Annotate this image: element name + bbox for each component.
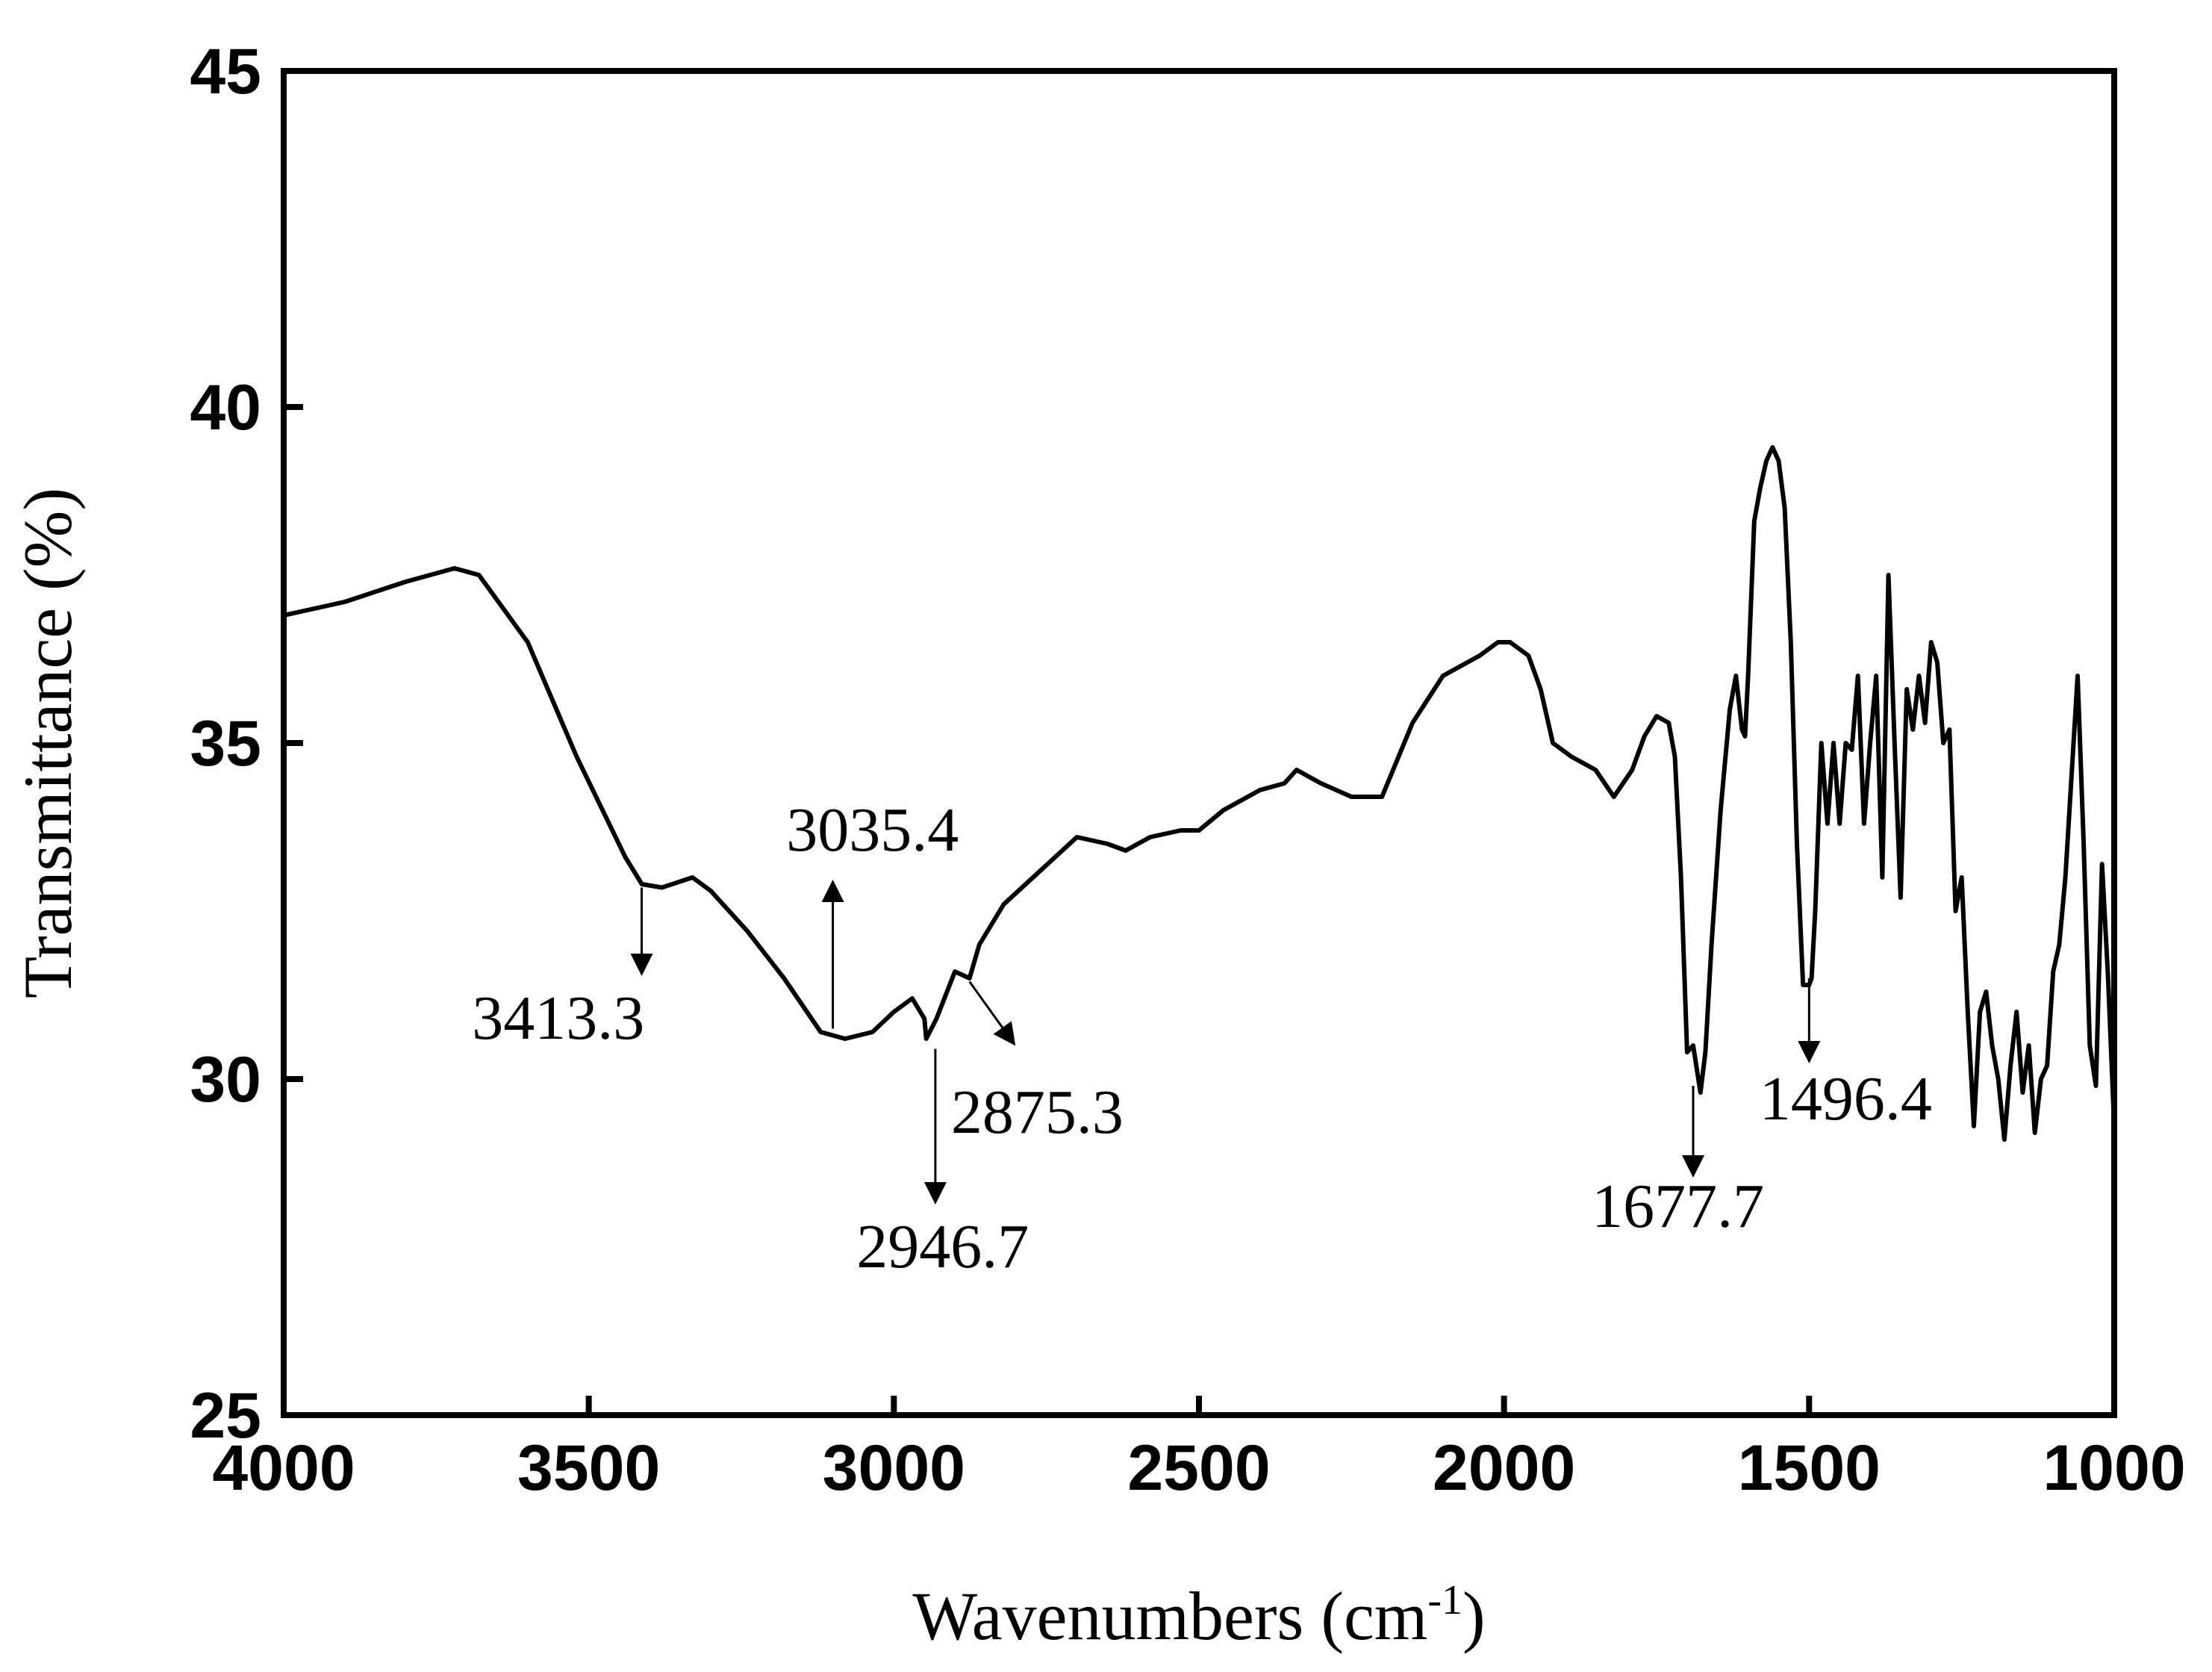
annotation-label: 3035.4 [786, 795, 959, 865]
annotation-arrow [968, 980, 1016, 1046]
annotation-label: 3413.3 [472, 983, 644, 1053]
y-axis-ticks: 25 30 35 40 45 [190, 36, 303, 1452]
x-tick-label: 4000 [212, 1432, 355, 1504]
y-tick-label: 30 [190, 1044, 261, 1116]
x-axis-title-close: ) [1462, 1578, 1486, 1654]
x-tick-label: 2000 [1433, 1432, 1575, 1504]
x-tick-label: 1500 [1738, 1432, 1881, 1504]
x-axis-title-text: Wavenumbers (cm [912, 1578, 1427, 1654]
x-axis-title: Wavenumbers (cm-1) [912, 1577, 1485, 1654]
plot-frame [281, 68, 2117, 1418]
x-tick-label: 3500 [517, 1432, 660, 1504]
y-tick-label: 40 [190, 372, 261, 444]
x-tick-label: 3000 [823, 1432, 965, 1504]
x-axis-ticks: 4000 3500 3000 2500 2000 1500 1000 [212, 1396, 2186, 1504]
transmittance-series-line [283, 445, 2116, 1142]
annotation-label: 1677.7 [1592, 1172, 1764, 1241]
peak-annotations: 3413.3 3035.4 2875.3 2946.7 1677.7 1496.4 [472, 795, 1932, 1281]
annotation-label: 2875.3 [951, 1078, 1124, 1147]
y-axis-title: Transmittance (%) [10, 488, 86, 998]
x-axis-title-superscript: -1 [1427, 1577, 1462, 1623]
x-tick-label: 1000 [2043, 1432, 2185, 1504]
annotation-label: 1496.4 [1760, 1064, 1932, 1134]
y-tick-label: 25 [190, 1380, 261, 1452]
x-tick-label: 2500 [1127, 1432, 1270, 1504]
annotation-label: 2946.7 [856, 1212, 1029, 1281]
y-tick-label: 35 [190, 708, 261, 780]
y-tick-label: 45 [190, 36, 261, 108]
